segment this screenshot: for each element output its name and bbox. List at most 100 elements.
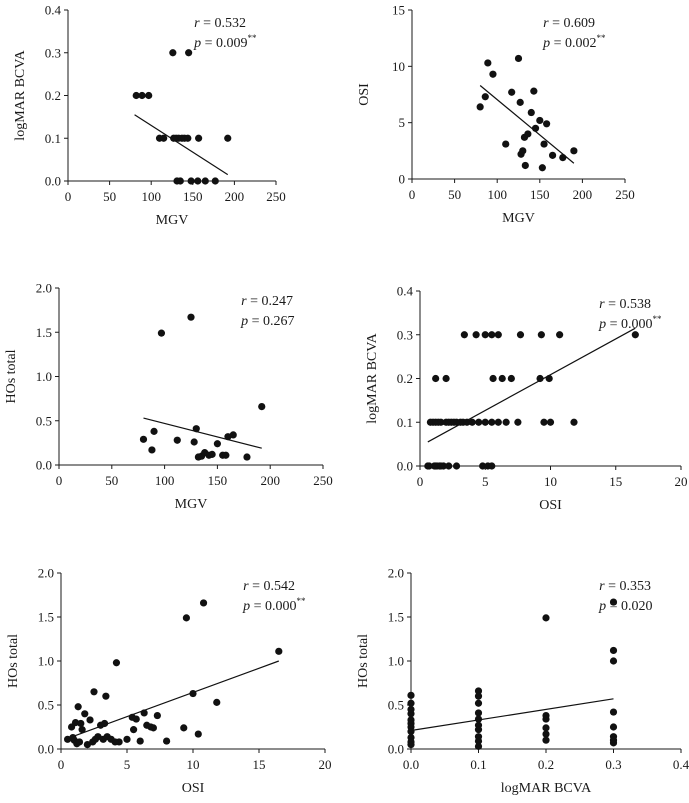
data-point [163,737,171,745]
y-tick-label: 5 [399,115,406,130]
data-point [185,49,193,57]
scatter-panel-4: 0.0 0.1 0.2 0.3 0.4 0 5 10 15 20 OSI logMAR BCVA r =… [365,284,688,514]
y-axis-label: HOs total [4,349,19,403]
data-point [631,331,639,339]
data-point [407,705,415,714]
data-point [153,711,161,720]
data-point [507,374,515,383]
p-symbol: p [598,317,606,332]
r-value: = 0.353 [605,579,651,594]
x-tick-label: 100 [487,187,507,202]
r-symbol: r [599,579,605,594]
data-point [442,374,450,383]
y-axis-label: OSI [357,83,372,106]
data-point [91,735,99,743]
scatter-panel-5: 0.0 0.5 1.0 1.5 2.0 0 5 10 15 20 OSI HOs total r = 0… [6,566,332,797]
data-point [176,177,184,185]
x-tick-label: 200 [573,187,593,202]
x-tick-label: 15 [253,757,266,772]
p-value: = 0.267 [248,314,294,329]
data-point [474,726,483,734]
data-point [148,446,156,454]
data-point [488,331,496,339]
r-statistic: r = 0.353 [599,579,651,594]
data-point [229,431,237,439]
y-tick-label: 0.1 [397,415,413,430]
data-point [609,598,618,606]
p-value: = 0.009 [201,36,247,51]
data-point [489,70,497,78]
x-tick-label: 5 [124,757,131,772]
x-tick-label: 0.1 [470,757,486,772]
data-point [502,140,510,148]
data-point [542,724,550,732]
data-point [432,462,440,470]
y-axis-label: HOs total [356,634,371,688]
y-tick-label: 1.5 [36,325,52,340]
y-tick-label: 0.3 [45,45,61,60]
x-axis-label: MGV [502,211,535,226]
y-tick-label: 0.3 [397,327,413,342]
x-tick-label: 0 [65,189,72,204]
data-point [546,418,555,426]
data-point [275,647,283,655]
data-point [180,724,188,732]
data-point [570,147,578,155]
p-statistic: p = 0.002** [542,33,606,51]
data-point [407,727,415,736]
p-symbol: p [242,599,250,614]
data-point [160,134,168,142]
r-statistic: r = 0.532 [194,16,246,31]
regression-line [410,698,614,732]
p-value: = 0.000 [250,599,296,614]
y-tick-label: 0.5 [36,413,52,428]
data-point [548,151,557,159]
data-point [494,331,502,339]
y-tick-label: 0.1 [45,131,61,146]
p-significance-marker: ** [248,33,258,43]
r-value: = 0.532 [200,16,246,31]
data-point [194,730,202,738]
data-point [508,88,516,96]
x-axis-label: logMAR BCVA [501,781,592,796]
data-point [111,738,119,746]
p-significance-marker: ** [597,33,607,43]
data-point [173,436,181,444]
x-axis-label: OSI [539,498,562,513]
r-value: = 0.538 [605,297,651,312]
p-statistic: p = 0.020 [598,599,652,614]
y-tick-label: 1.0 [38,654,54,669]
data-point [538,164,546,172]
y-tick-label: 0.4 [45,3,62,18]
x-tick-label: 150 [183,189,203,204]
x-tick-label: 150 [530,187,550,202]
data-point [540,418,548,426]
x-tick-label: 200 [260,473,280,488]
data-point [519,147,527,155]
data-point [194,177,202,185]
data-point [130,726,138,734]
data-point [556,331,564,339]
data-point [74,703,82,711]
x-tick-label: 50 [448,187,461,202]
y-tick-label: 0.0 [38,742,54,757]
scatter-panel-3: 0.0 0.5 1.0 1.5 2.0 0 50 100 150 200 250 MGV HOs tot… [4,281,333,513]
data-point [494,418,502,426]
data-point [208,450,216,458]
data-point [514,418,522,426]
data-point [468,418,476,426]
data-point [189,689,197,698]
y-tick-label: 2.0 [38,566,54,581]
regression-line [479,85,575,164]
x-tick-label: 0.3 [605,757,621,772]
data-point [170,134,178,142]
data-point [542,736,550,744]
data-point [484,59,492,67]
x-tick-label: 50 [103,189,116,204]
x-tick-label: 50 [105,473,118,488]
data-point [201,177,209,185]
data-point [488,418,496,426]
data-point [542,614,550,622]
data-point [136,737,144,745]
y-axis-label: logMAR BCVA [365,332,380,423]
